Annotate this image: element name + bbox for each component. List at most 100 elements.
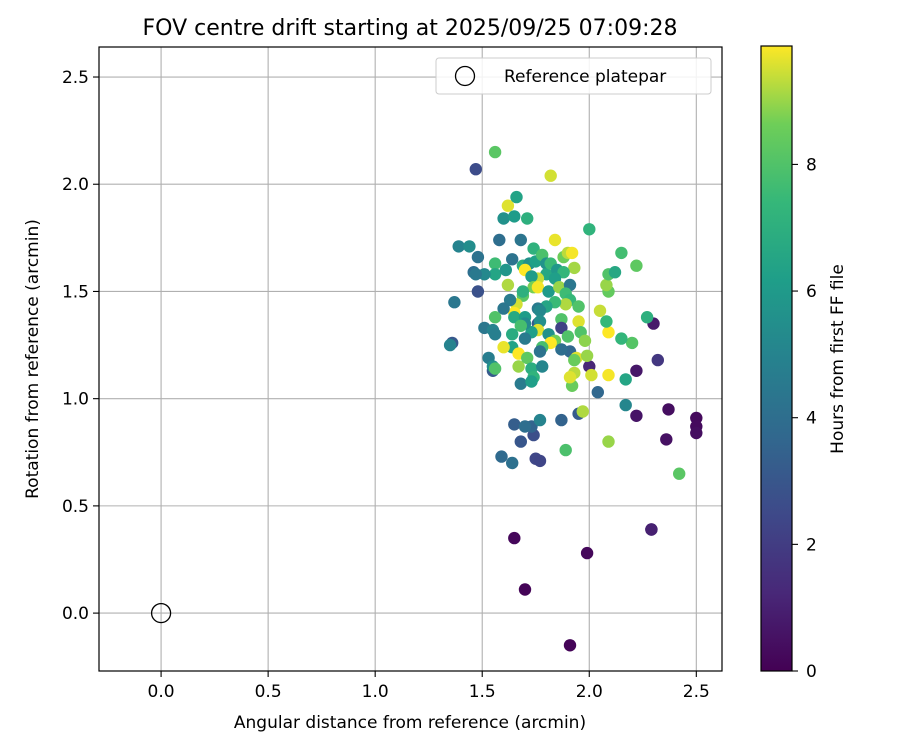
scatter-point	[525, 375, 538, 388]
x-tick-label: 0.5	[255, 682, 282, 702]
scatter-point	[531, 281, 545, 294]
scatter-point	[508, 531, 521, 545]
scatter-point	[559, 443, 572, 457]
scatter-point	[508, 418, 521, 431]
colorbar-tick-label: 0	[806, 662, 817, 682]
scatter-point	[690, 411, 703, 425]
scatter-point	[660, 433, 673, 446]
scatter-point	[585, 368, 598, 382]
scatter-point	[615, 246, 628, 260]
scatter-point	[578, 334, 592, 347]
scatter-point	[651, 353, 664, 367]
scatter-point	[514, 377, 527, 390]
chart-title: FOV centre drift starting at 2025/09/25 …	[143, 16, 678, 41]
scatter-point	[568, 353, 581, 367]
legend: Reference platepar	[435, 57, 712, 95]
scatter-point	[506, 456, 519, 470]
scatter-point	[619, 373, 632, 386]
legend-open-circle-icon	[454, 65, 476, 87]
scatter-point	[497, 212, 510, 225]
y-tick-label: 0.0	[62, 604, 89, 624]
scatter-point	[608, 266, 622, 279]
scatter-point	[488, 328, 502, 341]
colorbar-gradient	[760, 45, 793, 672]
scatter-point	[463, 240, 476, 253]
scatter-point	[471, 285, 485, 298]
x-tick-label: 2.5	[683, 682, 710, 702]
scatter-point	[499, 263, 512, 277]
scatter-point	[488, 268, 502, 281]
scatter-point	[533, 345, 547, 358]
scatter-point	[640, 311, 654, 324]
scatter-point	[563, 371, 577, 384]
scatter-point	[488, 257, 502, 270]
colorbar: 0 2 4 6 8 Hours from first FF file	[760, 45, 848, 682]
scatter-point	[497, 341, 510, 354]
scatter-point	[544, 169, 557, 182]
scatter-point	[525, 270, 538, 283]
data-points	[443, 145, 703, 652]
scatter-point	[503, 293, 517, 307]
scatter-point	[593, 304, 607, 317]
scatter-point	[495, 450, 508, 463]
scatter-point	[508, 311, 521, 324]
colorbar-ticks: 0 2 4 6 8	[792, 155, 817, 682]
scatter-point	[533, 413, 547, 427]
y-tick-label: 1.5	[62, 282, 89, 302]
scatter-point	[469, 163, 482, 176]
scatter-point	[580, 349, 594, 362]
legend-label: Reference platepar	[504, 67, 666, 87]
scatter-point	[521, 212, 534, 225]
scatter-point	[448, 296, 461, 309]
scatter-point	[602, 326, 615, 339]
scatter-point	[478, 268, 491, 281]
scatter-point	[602, 368, 615, 382]
grid-lines	[99, 47, 722, 671]
scatter-point	[572, 315, 585, 328]
scatter-point	[555, 321, 568, 335]
scatter-point	[542, 285, 555, 298]
scatter-point	[521, 351, 534, 365]
scatter-point	[630, 409, 643, 422]
scatter-point	[510, 190, 523, 204]
colorbar-tick-label: 4	[806, 409, 817, 429]
scatter-point	[563, 639, 577, 652]
scatter-point	[580, 546, 594, 560]
colorbar-label: Hours from first FF file	[828, 264, 848, 454]
colorbar-tick-label: 8	[806, 155, 817, 175]
scatter-point	[533, 304, 547, 317]
scatter-point	[514, 233, 527, 247]
scatter-point	[600, 278, 613, 292]
legend-box	[435, 57, 712, 95]
reference-marker-group	[150, 602, 172, 624]
scatter-point	[516, 285, 530, 298]
scatter-point	[488, 145, 502, 159]
scatter-point	[602, 435, 615, 448]
scatter-point	[625, 336, 639, 350]
scatter-point	[508, 210, 521, 223]
scatter-point	[630, 364, 643, 377]
x-tick-label: 1.0	[362, 682, 389, 702]
scatter-point	[471, 250, 485, 264]
colorbar-tick-label: 2	[806, 535, 817, 555]
scatter-point	[497, 302, 510, 315]
scatter-point	[493, 233, 506, 247]
y-tick-label: 1.0	[62, 390, 89, 410]
scatter-point	[548, 233, 562, 247]
scatter-point	[518, 583, 532, 596]
scatter-point	[583, 223, 596, 236]
scatter-point	[488, 311, 502, 324]
scatter-point	[561, 330, 575, 343]
scatter-point	[555, 313, 568, 326]
scatter-point	[630, 259, 643, 272]
y-tick-label: 2.5	[62, 68, 89, 88]
scatter-point	[673, 467, 686, 480]
scatter-point	[533, 454, 547, 468]
scatter-point	[506, 328, 519, 341]
scatter-point	[615, 332, 628, 345]
scatter-point	[645, 523, 658, 536]
scatter-point	[514, 319, 527, 332]
scatter-point	[518, 420, 532, 433]
